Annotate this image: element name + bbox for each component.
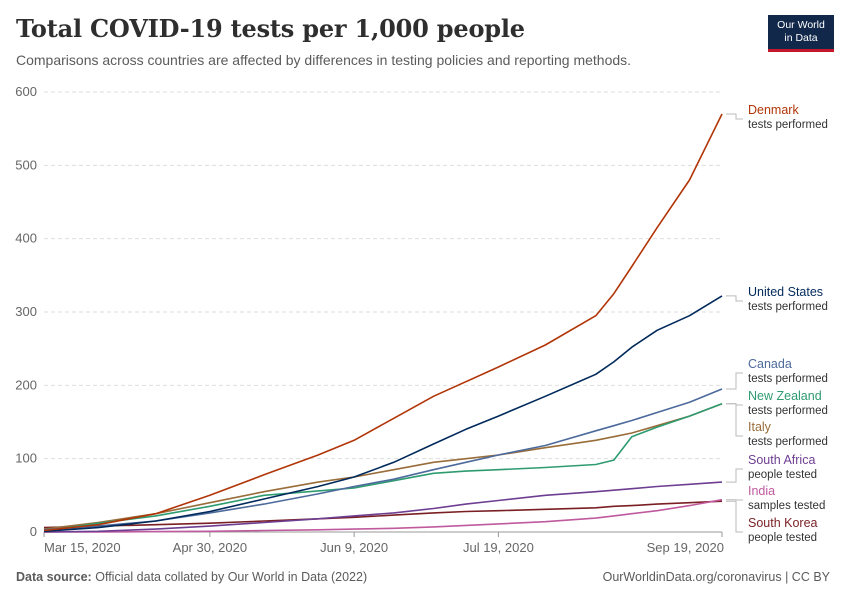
legend-sublabel-united-states: tests performed [748, 301, 828, 313]
x-tick-label: Sep 19, 2020 [647, 540, 724, 555]
y-tick-label: 400 [15, 231, 37, 246]
series-line-south-korea [43, 500, 723, 529]
legend-connector [726, 500, 743, 533]
legend-sublabel-india: samples tested [748, 500, 825, 512]
legend-label-south-africa: South Africa [748, 453, 815, 467]
owid-logo[interactable]: Our World in Data [768, 15, 834, 52]
series-line-canada [43, 388, 723, 531]
legend-label-canada: Canada [748, 357, 792, 371]
data-source-label: Data source: [16, 570, 92, 584]
legend-connector [726, 295, 743, 302]
y-tick-label: 100 [15, 451, 37, 466]
y-tick-label: 300 [15, 304, 37, 319]
chart-title: Total COVID-19 tests per 1,000 people [16, 14, 525, 43]
series-line-india [44, 498, 723, 533]
logo-line-2: in Data [784, 32, 818, 44]
series-line-italy [43, 402, 723, 530]
legend-label-united-states: United States [748, 285, 823, 299]
legend-label-italy: Italy [748, 420, 772, 434]
legend-connector [726, 403, 743, 437]
legend-sublabel-south-africa: people tested [748, 469, 817, 481]
legend-sublabel-new-zealand: tests performed [748, 405, 828, 417]
chart-subtitle: Comparisons across countries are affecte… [16, 52, 632, 68]
legend-label-south-korea: South Korea [748, 516, 818, 530]
legend-connector [726, 468, 743, 483]
x-tick-label: Apr 30, 2020 [173, 540, 247, 555]
y-tick-label: 0 [30, 524, 37, 539]
legend-sublabel-canada: tests performed [748, 373, 828, 385]
x-tick-label: Jul 19, 2020 [463, 540, 534, 555]
series-line-united-states [43, 295, 723, 533]
x-tick-label: Jun 9, 2020 [320, 540, 388, 555]
series-line-denmark [43, 113, 723, 532]
series-line-south-africa [43, 481, 723, 533]
x-tick-label: Mar 15, 2020 [44, 540, 121, 555]
legend-label-india: India [748, 484, 775, 498]
y-tick-label: 500 [15, 157, 37, 172]
logo-line-1: Our World [777, 19, 825, 31]
data-source-text: Official data collated by Our World in D… [95, 570, 368, 584]
legend-connector [726, 372, 743, 390]
y-tick-label: 600 [15, 84, 37, 99]
legend-label-new-zealand: New Zealand [748, 389, 822, 403]
legend-label-denmark: Denmark [748, 103, 799, 117]
y-tick-label: 200 [15, 377, 37, 392]
legend-sublabel-denmark: tests performed [748, 119, 828, 131]
series-line-new-zealand [43, 402, 723, 533]
legend-sublabel-south-korea: people tested [748, 532, 817, 544]
credit-link[interactable]: OurWorldinData.org/coronavirus | CC BY [602, 570, 830, 584]
legend-sublabel-italy: tests performed [748, 436, 828, 448]
data-source: Data source: Official data collated by O… [16, 570, 367, 584]
legend-connector [726, 113, 743, 120]
